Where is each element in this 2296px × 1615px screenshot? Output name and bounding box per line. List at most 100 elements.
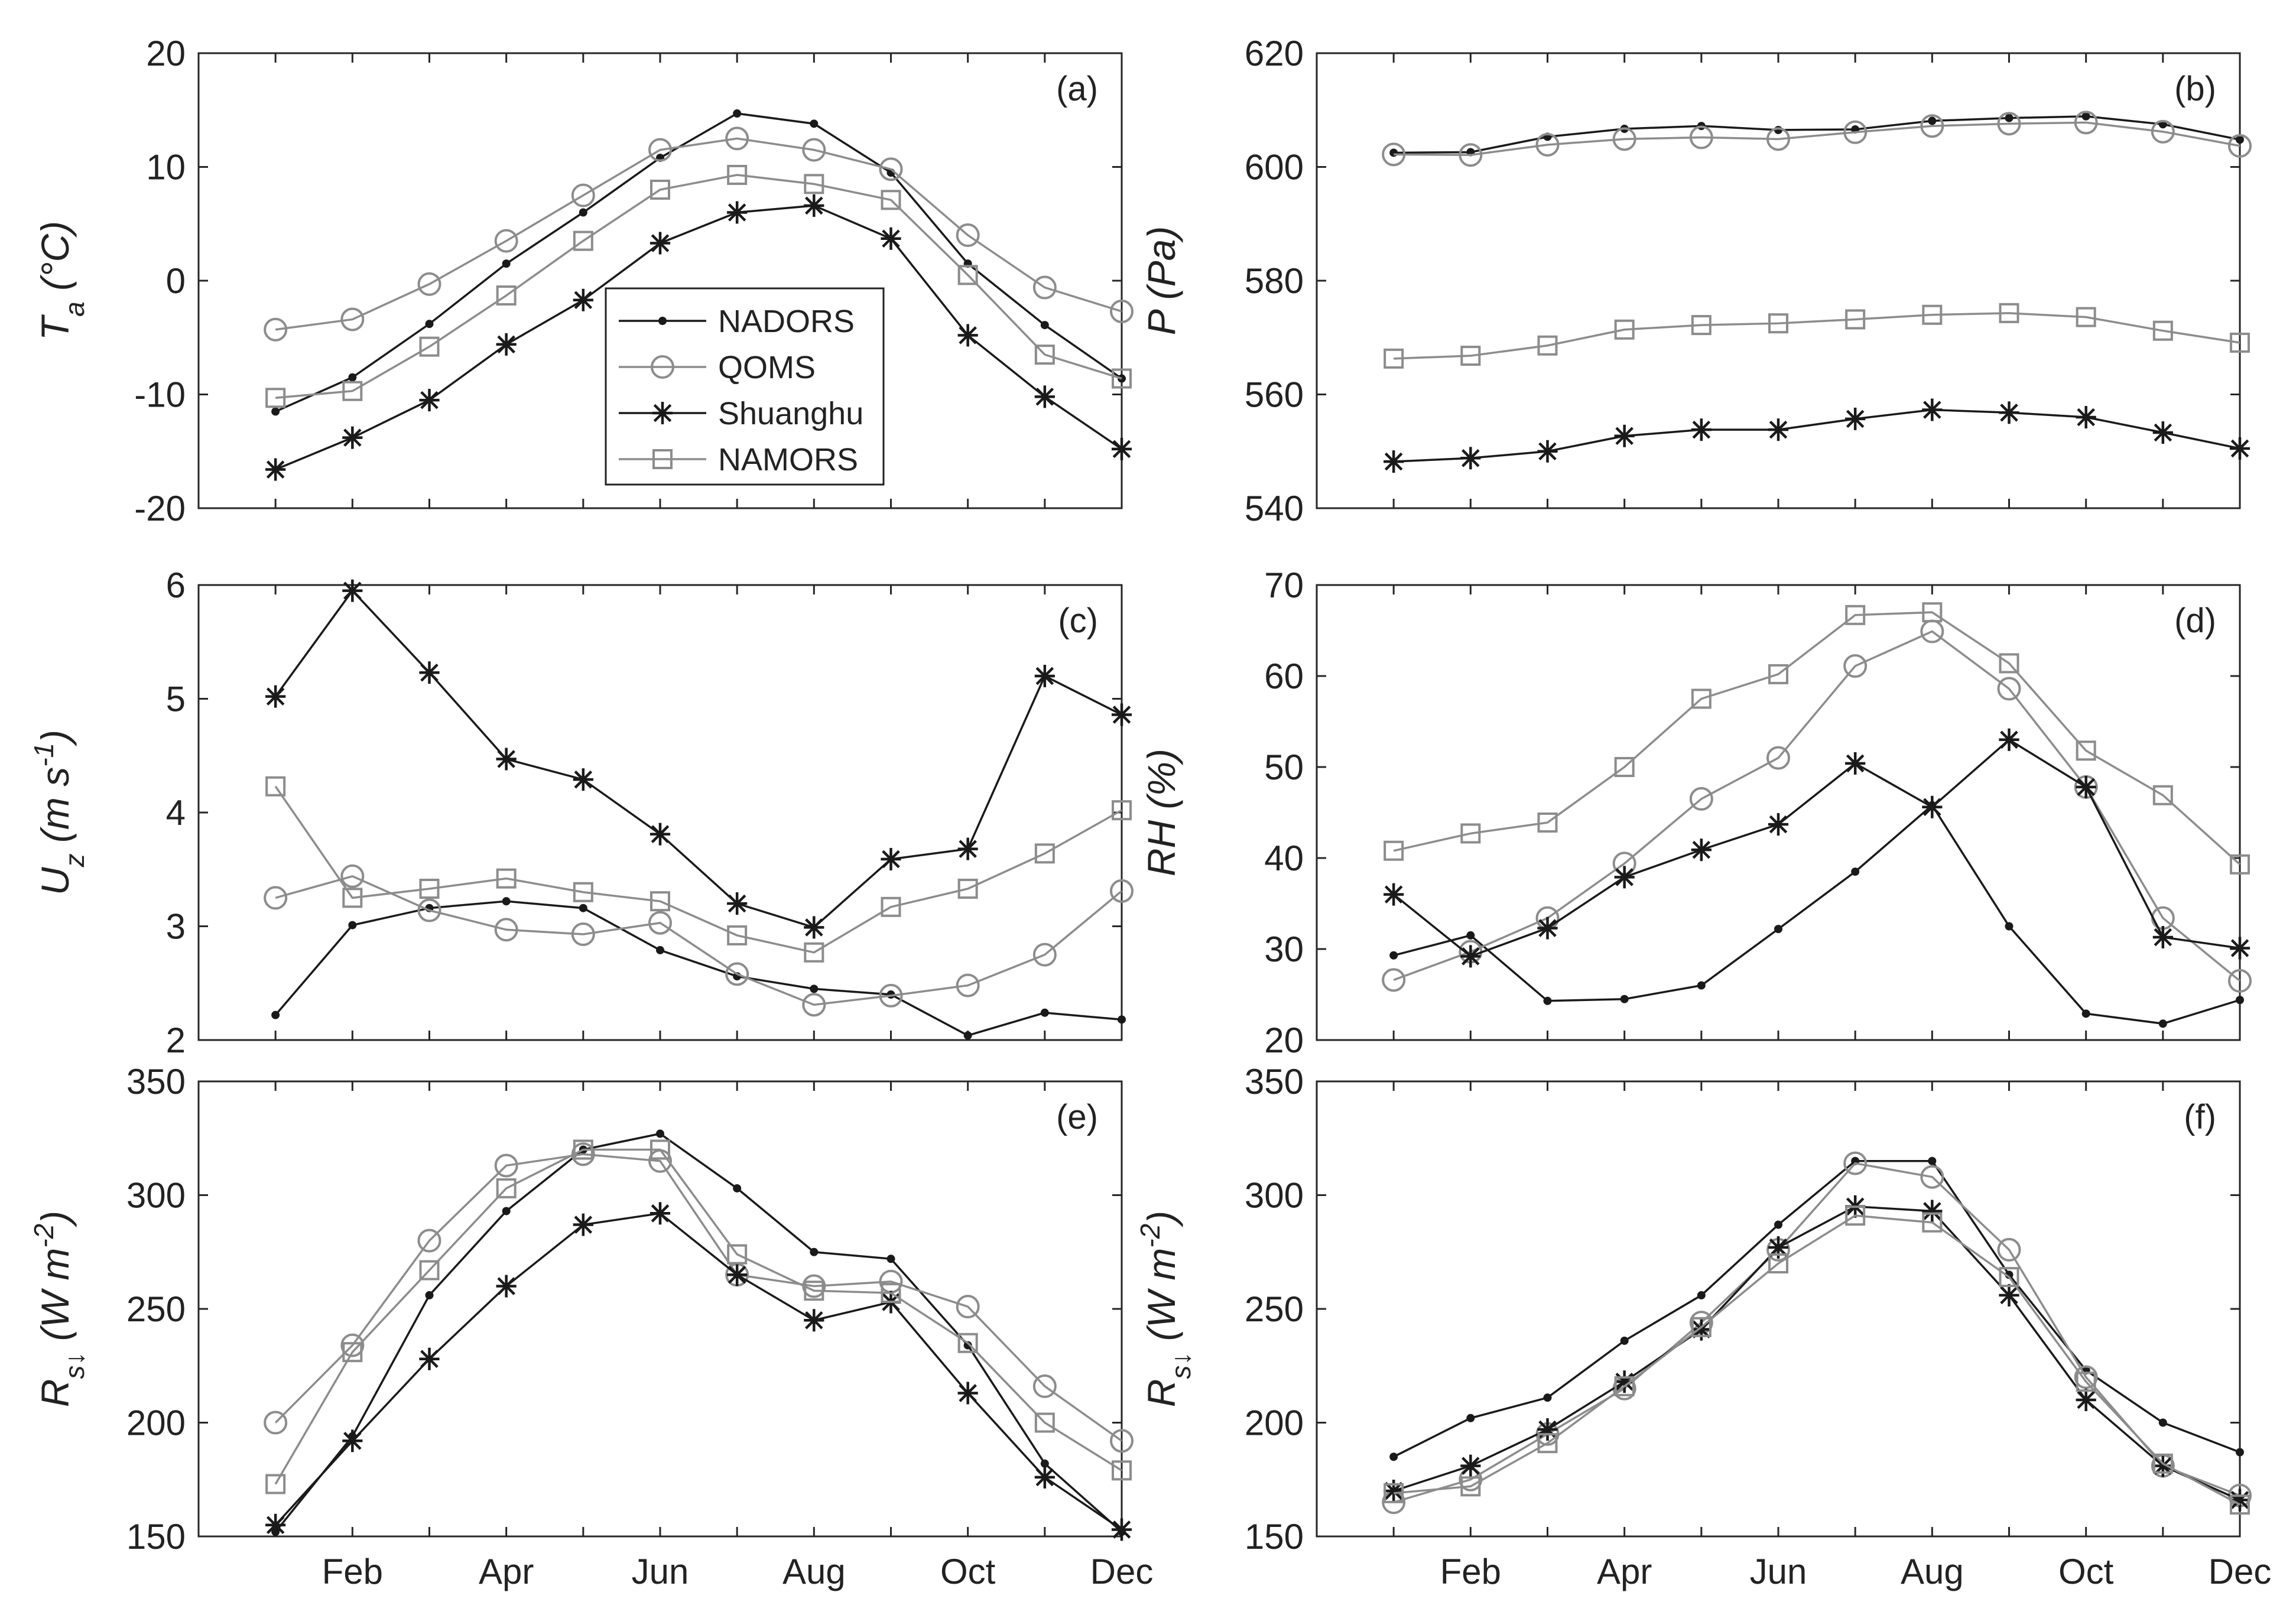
data-point <box>2230 854 2250 875</box>
data-point <box>957 324 978 347</box>
data-point <box>1384 450 1404 473</box>
data-point <box>1997 1237 2021 1262</box>
data-point <box>494 918 518 942</box>
data-point <box>573 768 593 791</box>
data-point <box>810 984 819 993</box>
data-point <box>1040 1008 1049 1017</box>
data-point <box>1537 917 1558 940</box>
series-line <box>1394 312 2240 360</box>
data-point <box>342 1429 363 1452</box>
data-point <box>2230 332 2250 353</box>
data-point <box>2228 969 2252 993</box>
data-point <box>648 138 672 162</box>
data-point <box>1999 653 2019 674</box>
data-point <box>1460 346 1481 366</box>
series-line <box>1393 738 2240 958</box>
data-point <box>2076 1389 2096 1411</box>
data-point <box>1032 1374 1057 1398</box>
data-point <box>265 458 286 481</box>
data-point <box>881 847 901 870</box>
data-point <box>265 685 286 708</box>
data-point <box>502 897 511 906</box>
legend-marker <box>652 402 673 424</box>
data-point <box>1543 1393 1552 1402</box>
data-point <box>957 837 978 860</box>
data-point <box>502 259 511 268</box>
y-tick-label: 350 <box>1245 1062 1304 1101</box>
data-point <box>1384 840 1404 861</box>
data-point <box>1922 795 1943 818</box>
data-point <box>265 776 286 797</box>
data-point <box>2076 307 2096 327</box>
data-point <box>573 882 593 902</box>
series-line <box>1394 115 2240 154</box>
series-line <box>1393 804 2240 1025</box>
data-point <box>1466 931 1475 940</box>
data-point <box>810 1247 819 1256</box>
data-point <box>1620 1336 1629 1345</box>
data-point <box>1691 418 1712 441</box>
legend-entries: NADORS QOMS Shuanghu NAMORS <box>619 304 863 477</box>
data-point <box>1691 688 1712 709</box>
data-point <box>733 1184 742 1192</box>
data-point <box>1460 447 1481 470</box>
series-shuanghu <box>1384 1195 2250 1512</box>
data-point <box>419 336 440 357</box>
legend-marker <box>652 449 673 469</box>
y-tick-label: -20 <box>134 489 186 528</box>
data-point <box>1537 335 1558 356</box>
data-point <box>957 265 978 285</box>
series-line <box>275 137 1122 331</box>
y-tick-label: 6 <box>166 566 186 605</box>
x-tick-label: Jun <box>632 1552 689 1591</box>
data-point <box>1845 309 1866 330</box>
data-point <box>656 1129 664 1138</box>
series-qoms <box>264 864 1134 1017</box>
x-tick-label: Feb <box>322 1552 383 1591</box>
x-tick-label: Dec <box>1090 1552 1154 1591</box>
data-point <box>1034 665 1055 687</box>
series-line <box>1393 1162 2240 1503</box>
y-tick-label: 3 <box>166 907 186 947</box>
panel-e: 350 300 250 200 150 Feb Apr Jun Aug Oct Dec (e) Rs↓ … <box>28 1062 1153 1591</box>
data-point <box>494 229 518 253</box>
y-tick-label: 540 <box>1245 489 1304 528</box>
data-point <box>2152 925 2173 948</box>
data-point <box>1389 951 1398 960</box>
data-point <box>1537 812 1558 833</box>
panel-b: 620 600 580 560 540 (b) P (Pa) <box>1139 34 2252 528</box>
data-point <box>425 1291 434 1299</box>
data-point <box>264 317 288 342</box>
data-point <box>265 1474 286 1494</box>
y-tick-label: 20 <box>1264 1021 1304 1060</box>
y-tick-label: 40 <box>1264 839 1304 878</box>
data-point <box>1691 839 1712 862</box>
data-point <box>957 1333 978 1353</box>
data-point <box>2230 1494 2250 1515</box>
data-point <box>573 1139 593 1160</box>
data-point <box>1460 1476 1481 1497</box>
y-tick-label: 560 <box>1245 375 1304 415</box>
data-point <box>1766 127 1790 151</box>
data-point <box>1614 757 1635 777</box>
data-point <box>1851 867 1860 876</box>
data-point <box>1843 1151 1868 1175</box>
data-point <box>1614 424 1635 447</box>
series-qoms <box>1382 111 2252 167</box>
data-point <box>1928 116 1937 125</box>
data-point <box>496 1178 517 1198</box>
x-tick-label: Apr <box>1597 1552 1652 1591</box>
data-point <box>881 227 901 250</box>
legend-entry-shuanghu: Shuanghu <box>619 396 863 431</box>
data-point <box>1922 398 1943 421</box>
x-tick-label: Dec <box>2209 1552 2272 1591</box>
data-point <box>2236 996 2244 1005</box>
data-point <box>494 1153 518 1178</box>
series-line <box>1394 121 2240 157</box>
y-tick-label: 300 <box>126 1176 186 1216</box>
data-point <box>1614 1376 1635 1396</box>
data-point <box>649 1202 671 1225</box>
